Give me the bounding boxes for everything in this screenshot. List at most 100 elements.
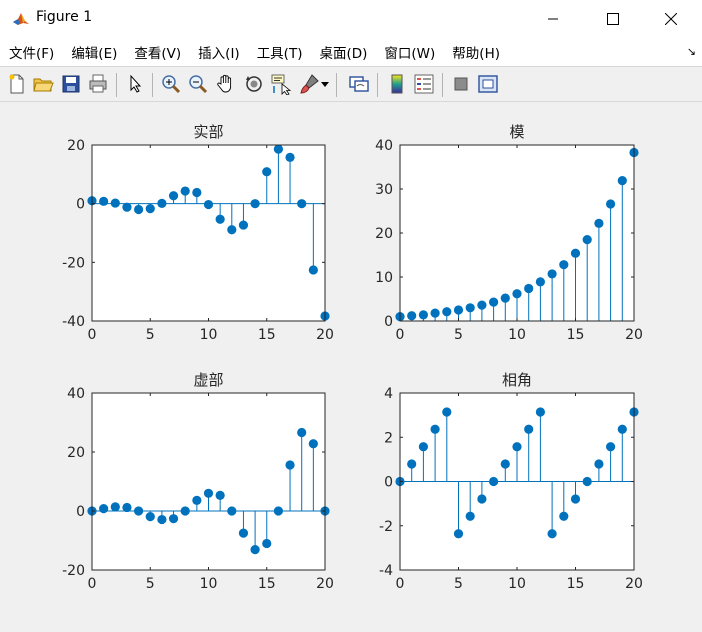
x-tick-label: 0 <box>88 576 97 592</box>
stem-marker <box>99 196 109 206</box>
toolbar-separator <box>116 73 117 97</box>
stem-marker <box>489 297 499 307</box>
menu-desktop[interactable]: 桌面(D) <box>319 46 368 62</box>
subplot-title: 实部 <box>193 123 223 141</box>
stem-marker <box>203 199 214 210</box>
stem-marker <box>594 218 604 228</box>
stem-marker <box>297 199 307 209</box>
stem-marker <box>442 407 452 417</box>
stem-marker <box>442 307 452 317</box>
menu-tools[interactable]: 工具(T) <box>256 46 303 62</box>
stem-marker <box>238 528 249 538</box>
stem-marker <box>215 214 225 224</box>
brush-dropdown-icon[interactable] <box>321 82 329 88</box>
menu-window[interactable]: 窗口(W) <box>384 46 436 62</box>
stem-marker <box>203 488 214 498</box>
show-plot-tools-icon[interactable] <box>477 73 499 95</box>
stem-marker <box>168 514 179 524</box>
stem-marker <box>180 186 190 196</box>
y-tick-label: 40 <box>67 386 85 402</box>
zoom-out-icon[interactable] <box>187 73 209 95</box>
stem-marker <box>227 506 237 516</box>
x-tick-label: 15 <box>258 576 276 592</box>
stem-marker <box>262 167 272 177</box>
brush-icon[interactable] <box>298 73 320 95</box>
axes-background <box>92 393 325 570</box>
minimize-button[interactable] <box>530 0 576 38</box>
x-tick-label: 10 <box>508 576 526 592</box>
stem-marker <box>134 506 144 516</box>
toolbar-separator <box>152 73 153 97</box>
stem-marker <box>535 277 546 287</box>
rotate-3d-icon[interactable] <box>243 73 265 95</box>
hide-plot-tools-icon[interactable] <box>450 73 472 95</box>
x-tick-label: 15 <box>258 327 276 343</box>
y-tick-label: 0 <box>76 504 85 520</box>
y-tick-label: -40 <box>62 314 85 330</box>
close-button[interactable] <box>648 0 694 38</box>
stem-marker <box>192 187 202 198</box>
stem-marker <box>617 424 627 434</box>
stem-marker <box>308 439 318 449</box>
stem-marker <box>524 424 534 434</box>
y-tick-label: 2 <box>384 430 393 446</box>
figure-canvas[interactable]: 实部 20 0 -20 -40 0 5 10 15 20 模 40 30 20 10 0 0 5 10 15 20 虚部 4… <box>0 102 702 628</box>
x-tick-label: 5 <box>454 327 463 343</box>
zoom-in-icon[interactable] <box>160 73 182 95</box>
pan-hand-icon[interactable] <box>215 73 237 95</box>
y-tick-label: 40 <box>375 138 393 154</box>
x-tick-label: 0 <box>88 327 97 343</box>
stem-marker <box>465 303 475 313</box>
toolbar-separator <box>442 73 443 97</box>
stem-marker <box>453 305 464 315</box>
stem-marker <box>308 265 318 275</box>
stem-marker <box>594 459 604 469</box>
window-title: Figure 1 <box>36 9 93 25</box>
x-tick-label: 15 <box>567 576 585 592</box>
maximize-button[interactable] <box>590 0 636 38</box>
menu-help[interactable]: 帮助(H) <box>452 46 500 62</box>
subplot-2[interactable]: 模 40 30 20 10 00 5 10 15 20 <box>375 123 643 343</box>
menu-bar: 文件(F) 编辑(E) 查看(V) 插入(I) 工具(T) 桌面(D) 窗口(W… <box>0 38 702 66</box>
stem-marker <box>500 459 510 469</box>
stem-marker <box>157 198 167 208</box>
new-figure-icon[interactable] <box>6 73 28 95</box>
save-icon[interactable] <box>60 73 82 95</box>
dock-arrow-icon[interactable]: ↘ <box>686 45 696 58</box>
stem-marker <box>606 442 616 452</box>
stem-marker <box>582 235 592 245</box>
stem-marker <box>524 283 534 294</box>
x-tick-label: 20 <box>625 327 643 343</box>
menu-view[interactable]: 查看(V) <box>134 46 182 62</box>
stem-marker <box>606 199 616 209</box>
menu-edit[interactable]: 编辑(E) <box>71 46 118 62</box>
stem-marker <box>489 476 499 487</box>
stem-marker <box>262 538 272 549</box>
data-cursor-icon[interactable] <box>270 73 292 95</box>
y-tick-label: 20 <box>67 138 85 154</box>
y-tick-label: 0 <box>384 475 393 491</box>
legend-icon[interactable] <box>413 73 435 95</box>
stem-marker <box>180 506 190 516</box>
link-plot-icon[interactable] <box>348 73 370 95</box>
open-file-icon[interactable] <box>32 73 54 95</box>
stem-marker <box>512 442 522 452</box>
stem-marker <box>110 198 120 208</box>
toolbar <box>0 66 702 102</box>
print-icon[interactable] <box>87 73 109 95</box>
stem-marker <box>122 202 132 212</box>
y-tick-label: -20 <box>62 255 85 271</box>
stem-marker <box>145 204 155 214</box>
stem-marker <box>145 512 155 522</box>
stem-marker <box>559 511 569 521</box>
menu-insert[interactable]: 插入(I) <box>198 46 240 62</box>
y-tick-label: 0 <box>76 197 85 213</box>
title-bar: Figure 1 <box>0 0 702 38</box>
stem-marker <box>134 204 144 215</box>
select-arrow-icon[interactable] <box>124 73 146 95</box>
colorbar-icon[interactable] <box>386 73 408 95</box>
menu-file[interactable]: 文件(F) <box>9 46 55 62</box>
